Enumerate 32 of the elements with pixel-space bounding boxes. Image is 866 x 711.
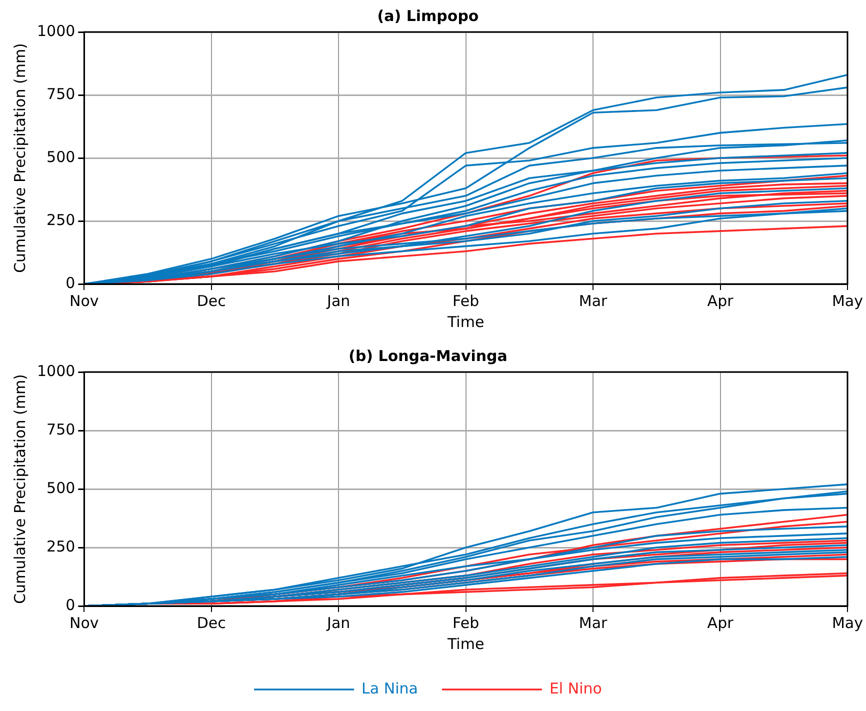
y-tick-label: 250 [46, 210, 76, 229]
y-tick-label: 1000 [36, 22, 76, 40]
chart-title: (b) Longa-Mavinga [348, 346, 508, 365]
x-tick-label: Feb [452, 292, 480, 310]
chart-title: (a) Limpopo [377, 6, 479, 25]
y-axis-title: Cumulative Precipitation (mm) [10, 374, 29, 604]
x-tick-label: Apr [707, 614, 734, 632]
x-tick-label: Mar [578, 292, 608, 310]
x-tick-label: May [832, 292, 864, 310]
y-tick-label: 750 [46, 84, 76, 103]
x-tick-label: Mar [578, 614, 608, 632]
x-tick-label: Apr [707, 292, 734, 310]
text: La Nina [362, 679, 418, 698]
x-tick-label: Feb [452, 614, 480, 632]
y-tick-label: 250 [46, 537, 76, 556]
x-axis-title: Time [446, 634, 484, 653]
y-tick-label: 1000 [36, 362, 76, 380]
y-axis-title: Cumulative Precipitation (mm) [10, 43, 29, 273]
x-tick-label: Jan [326, 292, 350, 310]
text: El Nino [549, 679, 602, 698]
y-tick-label: 0 [66, 596, 76, 614]
x-tick-label: May [832, 614, 864, 632]
x-tick-label: Nov [70, 292, 99, 310]
x-tick-label: Nov [70, 614, 99, 632]
y-tick-label: 0 [66, 274, 76, 292]
y-tick-label: 500 [46, 148, 76, 166]
x-tick-label: Dec [196, 292, 226, 310]
x-tick-label: Jan [326, 614, 350, 632]
x-tick-label: Dec [196, 614, 226, 632]
y-tick-label: 750 [46, 420, 76, 438]
y-tick-label: 500 [46, 478, 76, 497]
x-axis-title: Time [446, 312, 484, 331]
